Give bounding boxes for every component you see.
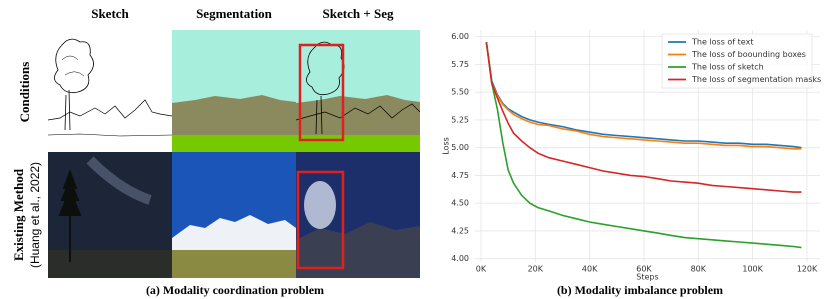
- x-tick-label: 100K: [742, 265, 763, 274]
- y-axis-label: Loss: [442, 137, 451, 155]
- x-tick-label: 80K: [691, 265, 707, 274]
- caption: (a) Modality coordination problem: [146, 283, 324, 297]
- legend-label: The loss of boounding boxes: [691, 50, 806, 59]
- row-label: (Huang et al., 2022): [28, 162, 42, 268]
- x-axis-label: Steps: [636, 273, 658, 282]
- column-header: Sketch: [91, 6, 129, 21]
- loss-line: [485, 42, 802, 150]
- y-tick-label: 5.50: [451, 88, 469, 97]
- x-tick-label: 0K: [476, 265, 487, 274]
- x-tick-label: 40K: [582, 265, 598, 274]
- y-tick-label: 5.00: [451, 143, 469, 152]
- column-header: Sketch + Seg: [323, 6, 394, 21]
- loss-line: [485, 42, 802, 249]
- y-tick-label: 4.00: [451, 254, 469, 263]
- legend-label: The loss of segmentation masks: [691, 75, 821, 84]
- legend-label: The loss of sketch: [691, 63, 764, 72]
- row-label: Conditions: [17, 62, 32, 123]
- x-tick-label: 120K: [797, 265, 818, 274]
- loss-line: [485, 42, 802, 193]
- y-tick-label: 6.00: [451, 32, 469, 41]
- loss-chart: 4.00 4.25 4.50 4.75 5.00 5.25 5.50 5.75 6.00 0K 20…: [442, 30, 821, 282]
- column-header: Segmentation: [196, 6, 273, 21]
- y-tick-label: 4.25: [451, 226, 469, 235]
- row-label: Existing Method: [11, 168, 26, 261]
- existing-method-images: [48, 152, 420, 278]
- legend-box: [661, 33, 813, 89]
- y-tick-label: 5.25: [451, 115, 469, 124]
- legend-label: The loss of text: [691, 38, 753, 47]
- x-tick-label: 60K: [636, 265, 652, 274]
- y-tick-label: 5.75: [451, 60, 469, 69]
- caption: (b) Modality imbalance problem: [557, 283, 723, 297]
- sketch-seg-image: [295, 30, 421, 152]
- loss-line: [485, 42, 802, 149]
- segmentation-image: [172, 30, 296, 152]
- y-tick-label: 4.50: [451, 199, 469, 208]
- y-tick-label: 4.75: [451, 171, 469, 180]
- sketch-image: [47, 30, 173, 152]
- x-tick-label: 20K: [528, 265, 544, 274]
